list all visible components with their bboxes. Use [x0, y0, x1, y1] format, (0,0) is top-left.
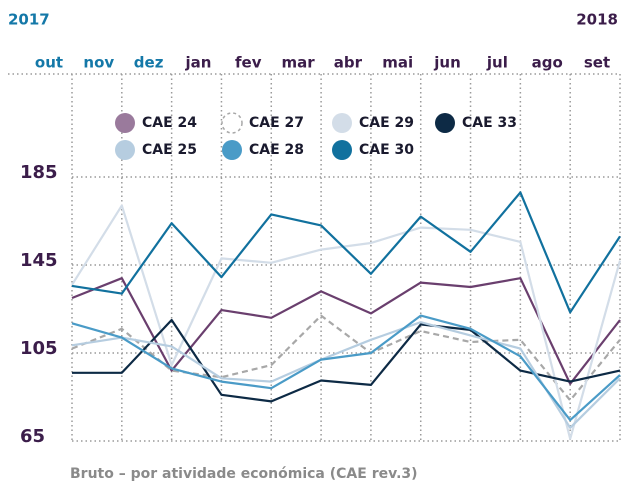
x-tick-label: jun	[433, 54, 461, 72]
legend-swatch	[222, 140, 242, 160]
legend-swatch	[221, 112, 243, 134]
year-label: 2018	[576, 11, 618, 29]
legend-label: CAE 33	[462, 115, 517, 131]
x-tick-label: abr	[334, 54, 363, 72]
x-tick-label: ago	[532, 54, 563, 72]
y-tick-label: 65	[20, 426, 45, 447]
x-tick-label: mar	[282, 54, 316, 72]
legend-label: CAE 28	[249, 142, 304, 158]
legend-label: CAE 27	[249, 115, 304, 131]
x-tick-label: set	[584, 54, 610, 72]
y-tick-label: 185	[20, 162, 58, 183]
series-line	[71, 277, 621, 385]
x-tick-label: jan	[184, 54, 211, 72]
series-line	[71, 321, 621, 429]
y-tick-label: 145	[20, 250, 58, 271]
legend-swatch	[332, 140, 352, 160]
legend-label: CAE 25	[142, 142, 197, 158]
footnote: Bruto – por atividade económica (CAE rev…	[70, 466, 418, 482]
legend-swatch	[435, 113, 455, 133]
series-line	[71, 191, 621, 314]
legend-label: CAE 29	[359, 115, 414, 131]
x-tick-label: jul	[486, 54, 508, 72]
legend-label: CAE 30	[359, 142, 414, 158]
x-tick-label: mai	[382, 54, 413, 72]
x-tick-label: fev	[235, 54, 262, 72]
series-line	[71, 314, 621, 402]
series-line	[71, 314, 621, 422]
legend-label: CAE 24	[142, 115, 197, 131]
x-tick-label: dez	[134, 54, 164, 72]
x-tick-label: nov	[83, 54, 114, 72]
x-tick-label: out	[35, 54, 63, 72]
legend-swatch	[115, 113, 135, 133]
series-line	[72, 318, 621, 403]
legend-swatch	[115, 140, 135, 160]
legend-swatch	[332, 113, 352, 133]
y-tick-label: 105	[20, 338, 58, 359]
series-line	[71, 204, 622, 440]
year-label: 2017	[8, 11, 50, 29]
